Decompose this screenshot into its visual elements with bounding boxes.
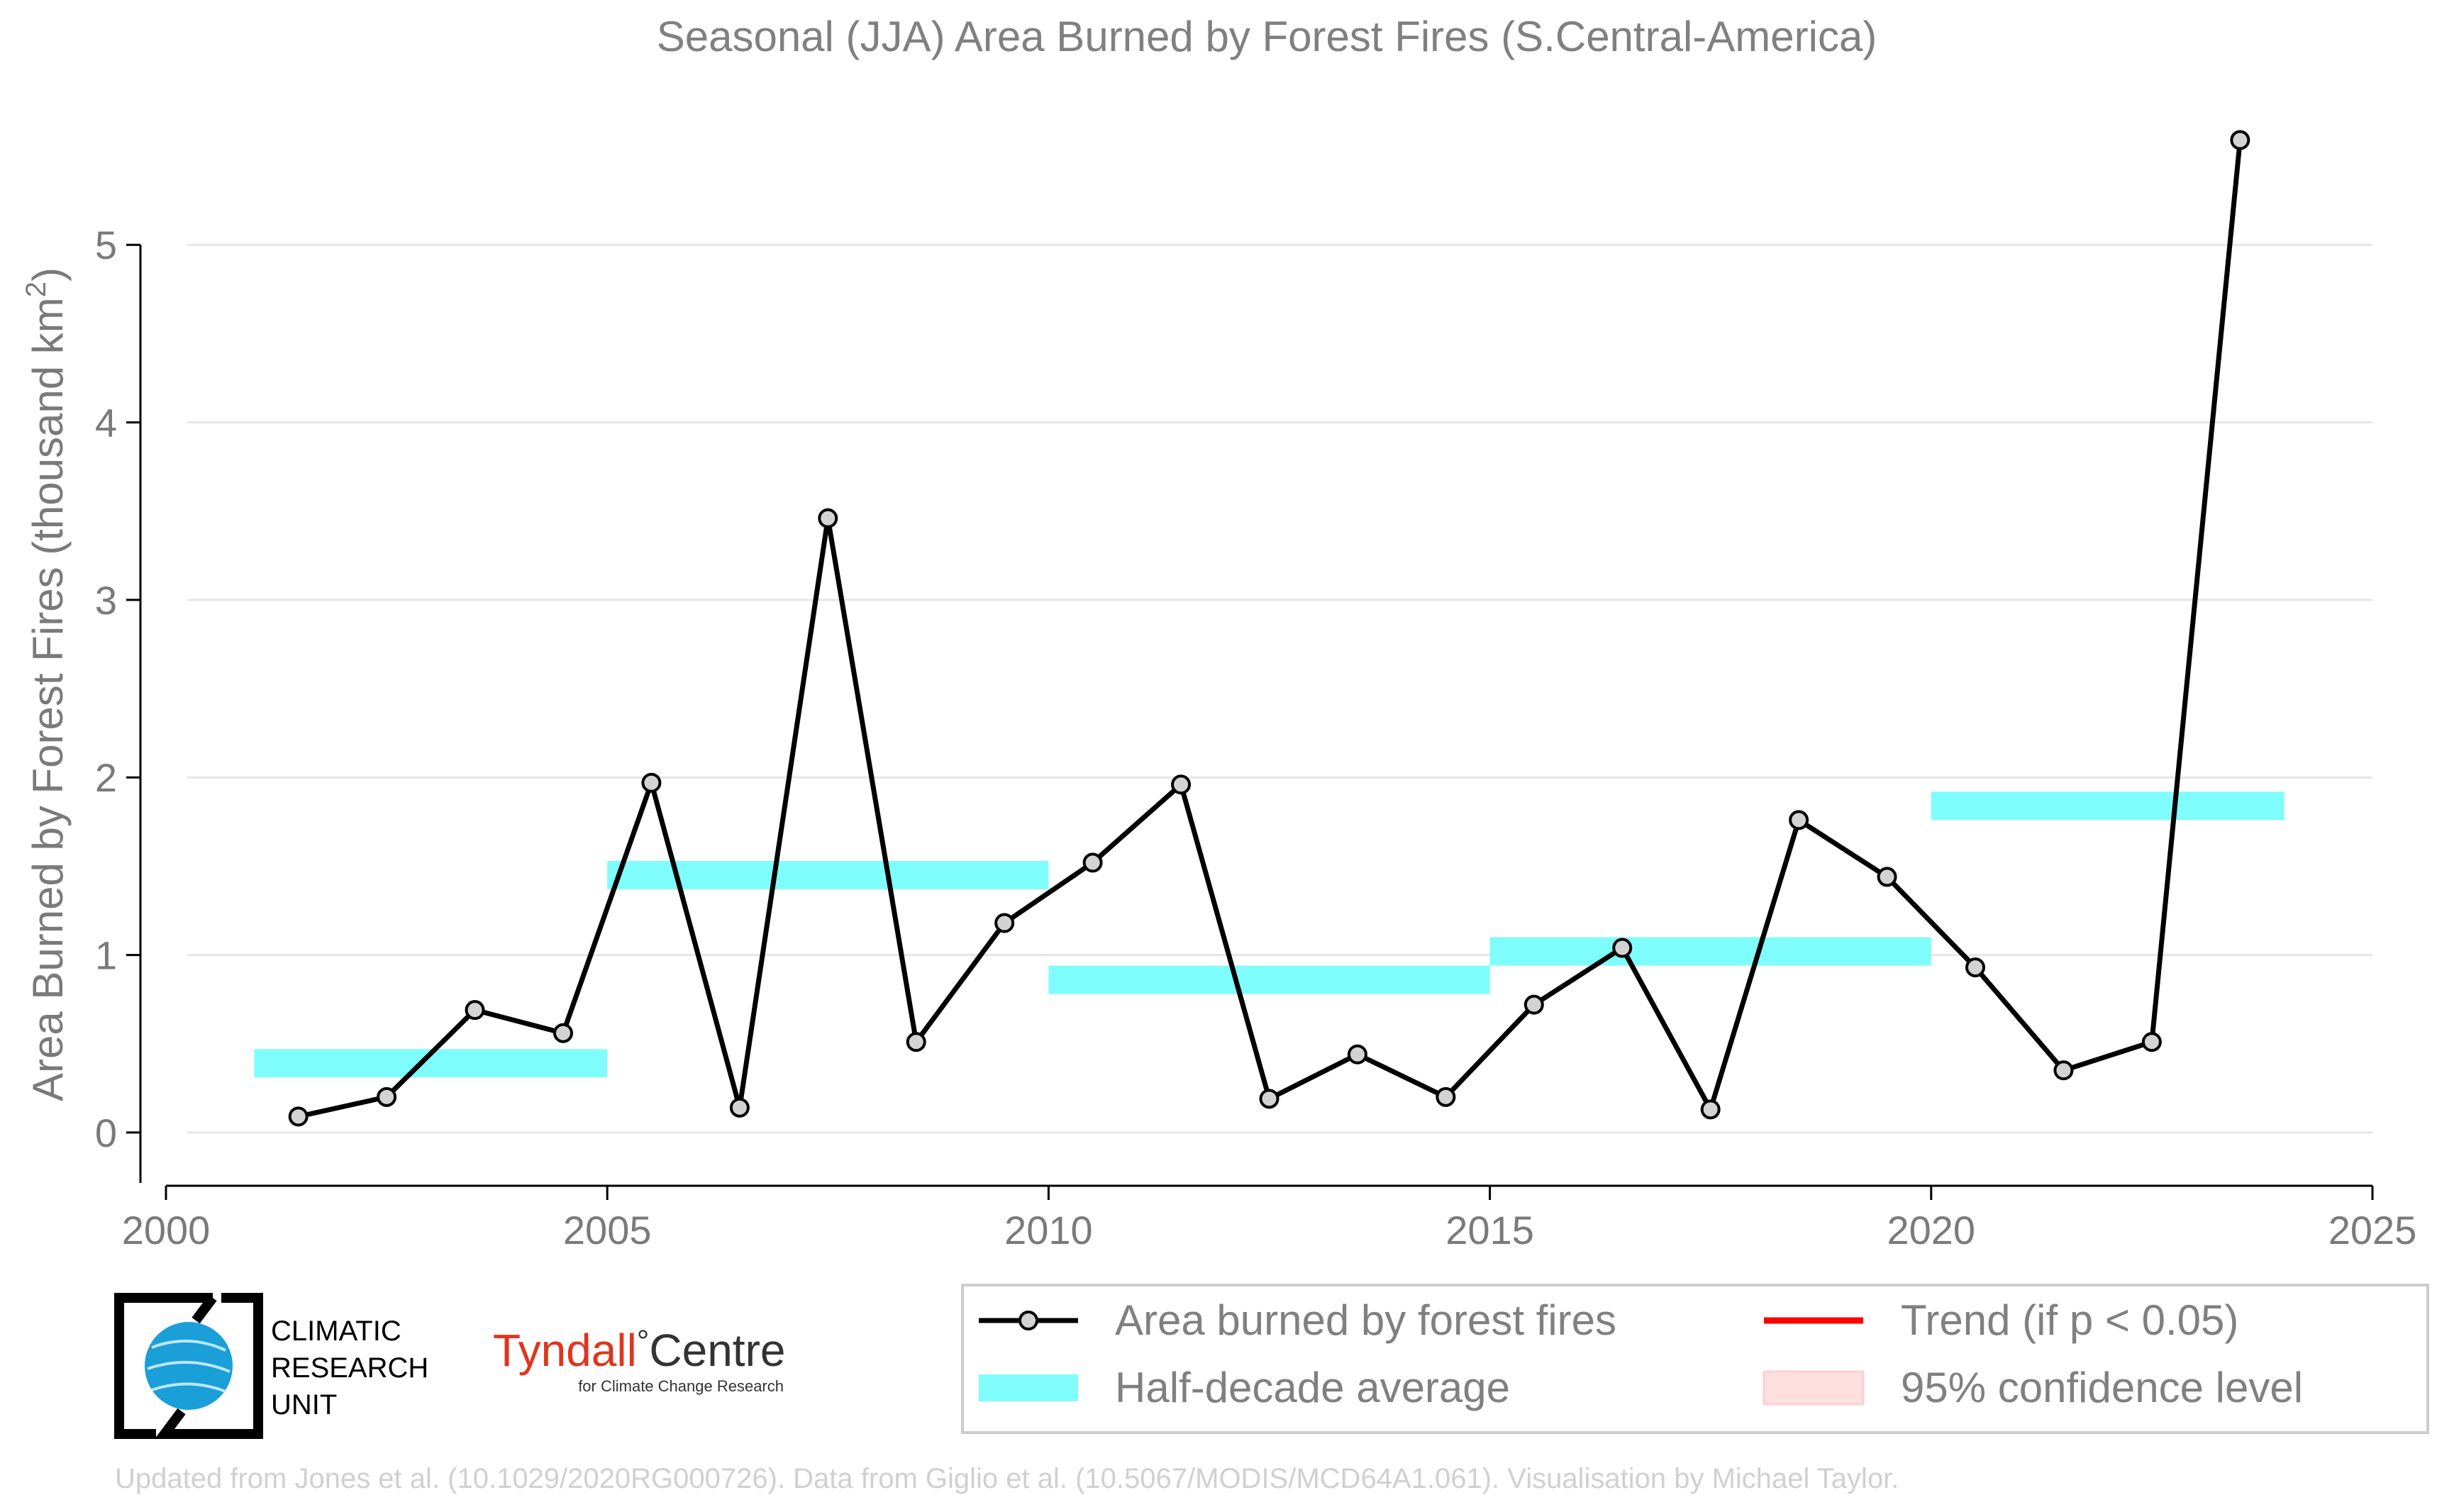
cru-text-line1: CLIMATIC [271, 1316, 401, 1347]
legend-label-confidence: 95% confidence level [1901, 1364, 2303, 1411]
legend: Area burned by forest fires Trend (if p … [961, 1284, 2429, 1434]
data-point-13 [1347, 1044, 1367, 1064]
data-point-17 [1700, 1099, 1721, 1120]
data-point-6 [729, 1097, 750, 1118]
data-point-21 [2053, 1060, 2074, 1081]
legend-box [961, 1284, 2429, 1434]
data-point-19 [1877, 867, 1897, 887]
x-tick-label-2020: 2020 [1887, 1208, 1976, 1252]
svg-text:Tyndall°Centre: Tyndall°Centre [493, 1324, 785, 1376]
half-decade-bars [254, 791, 2285, 1078]
x-tick-label-2025: 2025 [2328, 1208, 2417, 1252]
data-point-10 [1082, 852, 1103, 873]
half-decade-bar-4 [1489, 937, 1931, 966]
cru-text-line2: RESEARCH [271, 1352, 428, 1384]
cru-frame [114, 1293, 263, 1439]
y-axis-label: Area Burned by Forest Fires (thousand km… [21, 267, 72, 1101]
tyndall-centre: Centre [649, 1325, 785, 1376]
half-decade-bar-5 [1931, 791, 2285, 821]
x-tick-label-2015: 2015 [1445, 1208, 1534, 1252]
legend-label-area-burned: Area burned by forest fires [1115, 1296, 1616, 1344]
legend-swatch-confidence [1762, 1370, 1865, 1406]
chart-title: Seasonal (JJA) Area Burned by Forest Fir… [657, 13, 1877, 60]
series-area-burned [288, 130, 2250, 1127]
legend-marker-area-burned [1018, 1311, 1038, 1330]
data-point-5 [641, 772, 662, 793]
legend-label-trend: Trend (if p < 0.05) [1901, 1296, 2238, 1344]
data-point-14 [1436, 1086, 1456, 1107]
data-point-8 [906, 1032, 926, 1052]
x-tick-label-2005: 2005 [563, 1208, 652, 1252]
data-point-9 [994, 913, 1015, 933]
data-point-11 [1171, 774, 1192, 795]
footer-credit: Updated from Jones et al. (10.1029/2020R… [115, 1463, 1899, 1494]
legend-swatch-half-decade [979, 1374, 1078, 1401]
tyndall-degree: ° [637, 1324, 650, 1359]
data-point-4 [553, 1023, 573, 1043]
data-point-2 [377, 1086, 397, 1107]
data-point-22 [2141, 1032, 2162, 1052]
data-point-16 [1612, 938, 1633, 958]
legend-label-half-decade: Half-decade average [1115, 1364, 1510, 1411]
x-tick-label-2010: 2010 [1004, 1208, 1093, 1252]
data-point-20 [1965, 957, 1986, 978]
data-point-18 [1789, 810, 1809, 830]
y-tick-label-5: 5 [95, 223, 117, 267]
tyndall-name: Tyndall [493, 1325, 637, 1376]
data-point-1 [288, 1106, 309, 1127]
y-tick-label-3: 3 [95, 578, 117, 623]
y-tick-label-4: 4 [95, 401, 117, 445]
y-tick-label-0: 0 [95, 1111, 117, 1155]
tick-labels: 0 1 2 3 4 5 2000 2005 2010 2015 2020 2025 [95, 223, 2416, 1252]
cru-text-line3: UNIT [271, 1389, 337, 1421]
y-tick-label-1: 1 [95, 933, 117, 978]
data-point-7 [818, 508, 838, 528]
data-point-23 [2230, 130, 2250, 150]
grid-lines [187, 243, 2372, 1134]
cru-logo: CLIMATIC RESEARCH UNIT [114, 1293, 428, 1439]
half-decade-bar-3 [1048, 965, 1490, 994]
y-tick-label-2: 2 [95, 755, 117, 800]
data-point-12 [1259, 1089, 1279, 1109]
tyndall-subtitle: for Climate Change Research [578, 1377, 784, 1395]
tyndall-logo: Tyndall°Centre for Climate Change Resear… [493, 1324, 785, 1395]
data-point-15 [1523, 994, 1544, 1015]
data-point-3 [465, 1000, 485, 1021]
axes [126, 243, 2374, 1200]
x-tick-label-2000: 2000 [122, 1208, 211, 1252]
